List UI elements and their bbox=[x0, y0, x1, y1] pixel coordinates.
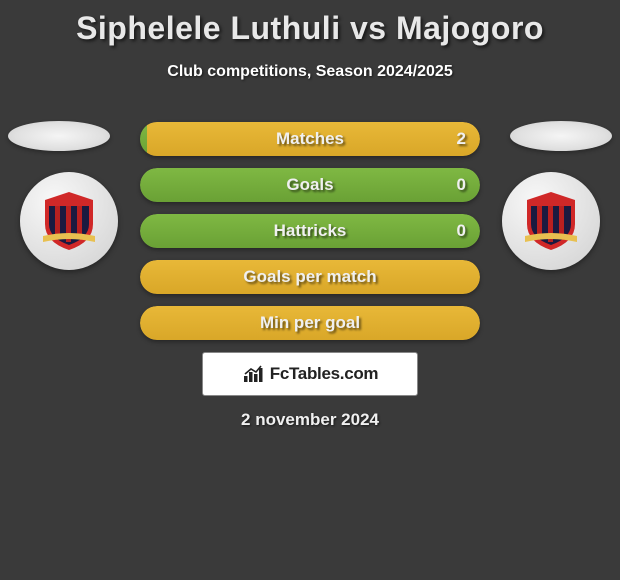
stat-value-right: 0 bbox=[457, 221, 466, 241]
stat-label: Goals per match bbox=[243, 267, 376, 287]
stat-row: Min per goal bbox=[140, 306, 480, 340]
player-left-avatar bbox=[8, 121, 110, 151]
stat-row: Goals 0 bbox=[140, 168, 480, 202]
shield-icon bbox=[523, 190, 579, 252]
date-text: 2 november 2024 bbox=[241, 410, 379, 430]
stat-label: Matches bbox=[276, 129, 344, 149]
page-subtitle: Club competitions, Season 2024/2025 bbox=[0, 63, 620, 81]
club-crest-right bbox=[502, 172, 600, 270]
stat-label: Min per goal bbox=[260, 313, 360, 333]
stat-label: Goals bbox=[286, 175, 333, 195]
stats-bars: Matches 2 Goals 0 Hattricks 0 Goals per match M… bbox=[140, 122, 480, 352]
chart-icon bbox=[242, 364, 266, 384]
stat-value-right: 0 bbox=[457, 175, 466, 195]
stat-row: Hattricks 0 bbox=[140, 214, 480, 248]
stat-label: Hattricks bbox=[274, 221, 347, 241]
brand-box: FcTables.com bbox=[202, 352, 418, 396]
brand-text: FcTables.com bbox=[270, 364, 379, 384]
stat-value-right: 2 bbox=[457, 129, 466, 149]
shield-icon bbox=[41, 190, 97, 252]
page-title: Siphelele Luthuli vs Majogoro bbox=[0, 0, 620, 47]
stat-row: Goals per match bbox=[140, 260, 480, 294]
player-right-avatar bbox=[510, 121, 612, 151]
bar-fill-left bbox=[140, 122, 147, 156]
club-crest-left bbox=[20, 172, 118, 270]
stat-row: Matches 2 bbox=[140, 122, 480, 156]
